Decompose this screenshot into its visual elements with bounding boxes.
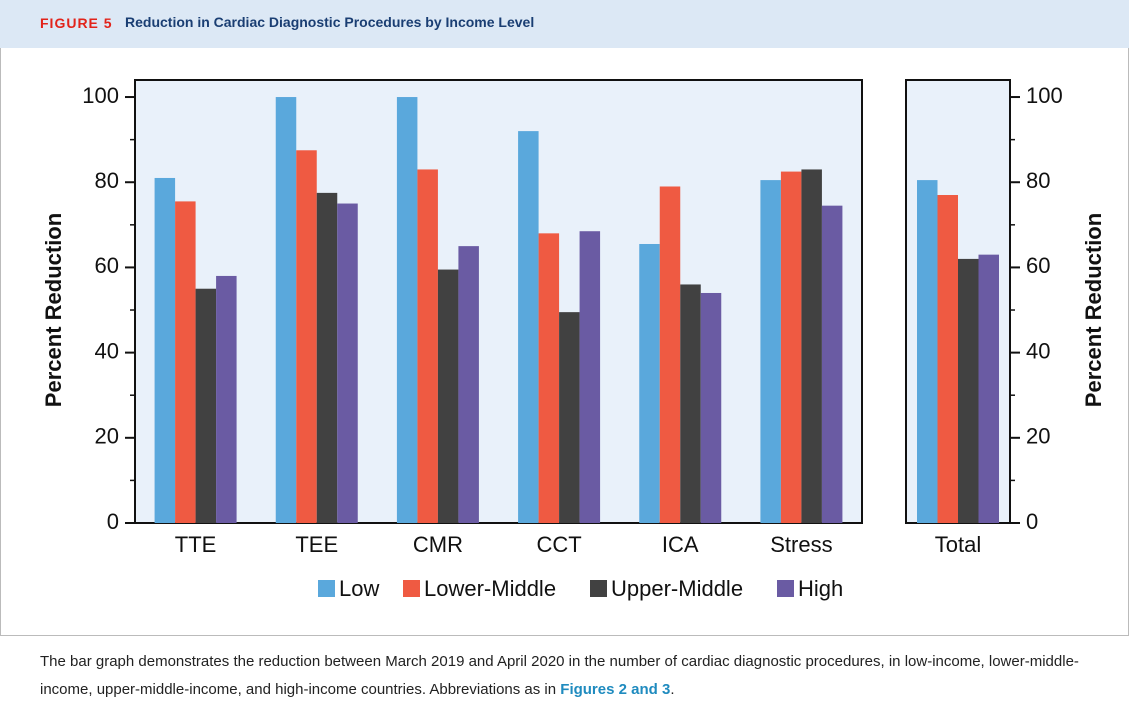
caption-end: . xyxy=(670,681,675,698)
legend-swatch xyxy=(403,580,420,597)
plot-area xyxy=(134,79,863,524)
y-tick-label: 40 xyxy=(95,338,119,363)
y-tick-label: 80 xyxy=(95,168,119,193)
x-tick-label: Total xyxy=(935,532,981,557)
y-tick-label: 0 xyxy=(1026,509,1038,534)
bar xyxy=(917,180,938,524)
y-tick-label: 20 xyxy=(1026,424,1050,449)
bar xyxy=(437,269,459,523)
bar xyxy=(316,192,338,523)
chart: 0 20 40 60 80 100 Percent Reduction TTE TEE CMR CC… xyxy=(41,79,1106,601)
bar xyxy=(937,195,958,523)
legend-label: Lower-Middle xyxy=(424,576,556,601)
bar xyxy=(275,97,297,524)
bar xyxy=(639,243,660,524)
bar xyxy=(700,292,722,523)
x-tick-label: TTE xyxy=(175,532,217,557)
legend-label: High xyxy=(798,576,843,601)
y-tick-label: 100 xyxy=(1026,83,1063,108)
x-tick-label: Stress xyxy=(770,532,832,557)
x-tick-label: CCT xyxy=(536,532,581,557)
figure-label: FIGURE 5 xyxy=(40,15,113,31)
bar xyxy=(559,312,580,523)
bar xyxy=(760,180,781,524)
bar xyxy=(518,131,539,523)
legend-swatch xyxy=(590,580,607,597)
caption: The bar graph demonstrates the reduction… xyxy=(40,648,1100,704)
bar xyxy=(417,169,438,524)
x-tick-label: ICA xyxy=(662,532,699,557)
bar xyxy=(538,233,560,523)
y-axis-title: Percent Reduction xyxy=(1081,213,1106,407)
bar xyxy=(978,254,999,523)
bar xyxy=(801,169,822,524)
y-tick-label: 20 xyxy=(95,424,119,449)
bar xyxy=(958,258,979,523)
bar xyxy=(396,97,418,524)
bar xyxy=(337,203,358,523)
caption-link[interactable]: Figures 2 and 3 xyxy=(560,681,671,698)
bar xyxy=(216,275,237,523)
figure-title: Reduction in Cardiac Diagnostic Procedur… xyxy=(125,14,535,30)
y-tick-label: 60 xyxy=(95,253,119,278)
header: FIGURE 5 Reduction in Cardiac Diagnostic… xyxy=(0,0,1129,48)
bar xyxy=(780,171,802,523)
y-tick-label: 80 xyxy=(1026,168,1050,193)
legend-swatch xyxy=(318,580,335,597)
x-tick-label: CMR xyxy=(413,532,463,557)
x-tick-label: TEE xyxy=(295,532,338,557)
bar xyxy=(175,201,196,523)
y-tick-label: 40 xyxy=(1026,338,1050,363)
y-axis-title: Percent Reduction xyxy=(41,213,66,407)
bar xyxy=(680,284,701,523)
bar xyxy=(659,186,681,523)
bar xyxy=(154,177,176,523)
bar xyxy=(296,150,317,523)
y-tick-label: 60 xyxy=(1026,253,1050,278)
legend-swatch xyxy=(777,580,794,597)
legend-label: Low xyxy=(339,576,379,601)
bar xyxy=(195,288,217,523)
caption-text: The bar graph demonstrates the reduction… xyxy=(40,653,1079,698)
bar xyxy=(458,246,479,523)
bar xyxy=(821,205,843,523)
y-tick-label: 100 xyxy=(82,83,119,108)
bar xyxy=(579,231,601,523)
legend-label: Upper-Middle xyxy=(611,576,743,601)
y-tick-label: 0 xyxy=(107,509,119,534)
